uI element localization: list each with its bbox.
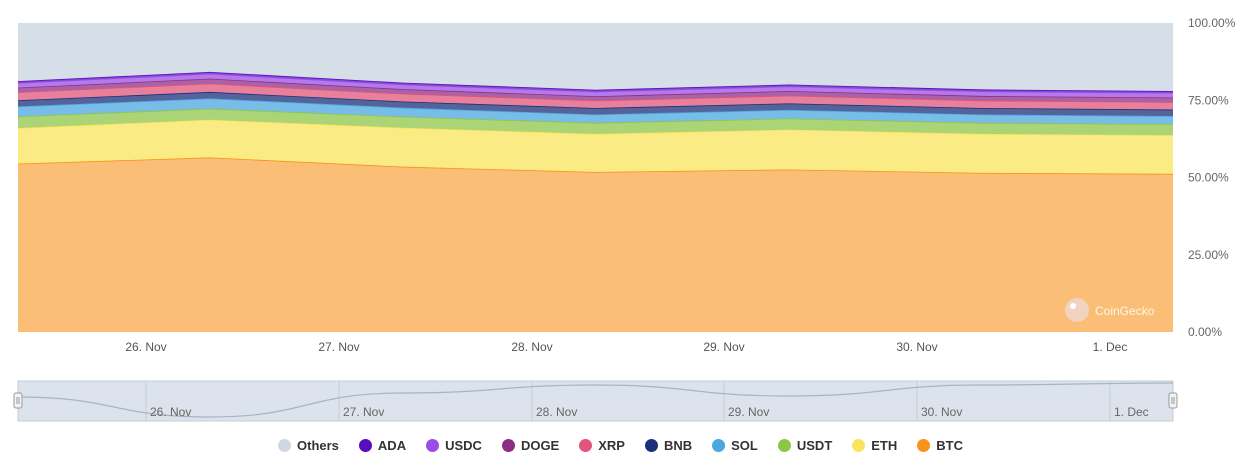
y-tick-label: 50.00% [1188, 171, 1229, 185]
legend-label: BTC [936, 437, 963, 453]
y-tick-label: 0.00% [1188, 325, 1222, 339]
area-btc[interactable] [18, 157, 1173, 332]
x-tick-label: 26. Nov [125, 340, 166, 354]
navigator-left-handle[interactable] [13, 392, 23, 409]
coingecko-logo-icon [1065, 298, 1089, 322]
area-others[interactable] [18, 23, 1173, 91]
area-bnb[interactable] [18, 91, 1173, 117]
x-tick-label: 28. Nov [511, 340, 552, 354]
y-tick-label: 75.00% [1188, 93, 1229, 107]
legend-label: Others [297, 437, 339, 453]
y-tick-label: 25.00% [1188, 248, 1229, 262]
area-eth[interactable] [18, 119, 1173, 174]
legend-label: BNB [663, 437, 693, 453]
legend-dot-icon [358, 438, 372, 452]
navigator-selection[interactable] [17, 380, 1174, 422]
legend-label: ETH [871, 437, 898, 453]
navigator-right-handle[interactable] [1168, 392, 1178, 409]
coingecko-watermark: CoinGecko [1065, 298, 1155, 322]
coingecko-watermark-text: CoinGecko [1095, 304, 1155, 318]
navigator-series-line [17, 382, 1174, 418]
y-axis: 100.00% 75.00% 50.00% 25.00% 0.00% [1188, 16, 1236, 339]
legend-item-usdt[interactable]: USDT [777, 437, 833, 453]
x-tick-label: 27. Nov [318, 340, 359, 354]
legend-label: USDT [796, 437, 833, 453]
area-sol[interactable] [18, 98, 1173, 125]
legend-dot-icon [712, 438, 726, 452]
legend-item-ada[interactable]: ADA [358, 437, 407, 453]
navigator-tick-label: 30. Nov [921, 405, 962, 419]
chart-svg: CoinGecko 100.00% 75.00% 50.00% 25.00% 0.00%… [13, 16, 1236, 422]
navigator-tick-label: 26. Nov [150, 405, 191, 419]
legend-dot-icon [917, 438, 931, 452]
area-usdt[interactable] [18, 108, 1173, 136]
navigator-tick-label: 1. Dec [1114, 405, 1149, 419]
x-tick-label: 29. Nov [703, 340, 744, 354]
legend-item-btc[interactable]: BTC [917, 438, 963, 453]
legend-label: SOL [731, 437, 758, 453]
x-axis: 26. Nov 27. Nov 28. Nov 29. Nov 30. Nov 1. De… [125, 340, 1127, 354]
legend-dot-icon [278, 438, 292, 452]
navigator-tick-label: 27. Nov [343, 405, 384, 419]
navigator-tick-label: 28. Nov [536, 405, 577, 419]
legend-item-sol[interactable]: SOL [712, 438, 758, 453]
legend-item-others[interactable]: Others [278, 438, 339, 453]
legend-item-eth[interactable]: ETH [852, 438, 897, 453]
x-tick-label: 1. Dec [1093, 340, 1128, 354]
legend-item-bnb[interactable]: BNB [644, 437, 693, 453]
legend-label: DOGE [520, 437, 560, 453]
legend-dot-icon [852, 438, 866, 452]
legend-dot-icon [579, 438, 593, 452]
legend-item-doge[interactable]: DOGE [501, 437, 560, 453]
main-plot-area[interactable] [17, 23, 1174, 332]
y-tick-label: 100.00% [1188, 16, 1236, 30]
legend-label: XRP [598, 437, 625, 453]
legend-dot-icon [777, 438, 791, 452]
range-navigator[interactable]: 26. Nov 27. Nov 28. Nov 29. Nov 30. Nov 1. De… [13, 380, 1178, 422]
legend-label: ADA [377, 437, 407, 453]
legend: Others ADA USDC DOGE XRP BNB SOL USDT ETH BTC [0, 433, 1241, 457]
area-xrp[interactable] [18, 83, 1173, 110]
legend-dot-icon [644, 438, 658, 452]
navigator-tick-label: 29. Nov [728, 405, 769, 419]
legend-dot-icon [501, 438, 515, 452]
legend-item-xrp[interactable]: XRP [579, 438, 625, 453]
legend-label: USDC [445, 437, 482, 453]
coingecko-logo-eye [1070, 303, 1076, 309]
x-tick-label: 30. Nov [896, 340, 937, 354]
legend-dot-icon [426, 438, 440, 452]
legend-item-usdc[interactable]: USDC [426, 438, 482, 453]
